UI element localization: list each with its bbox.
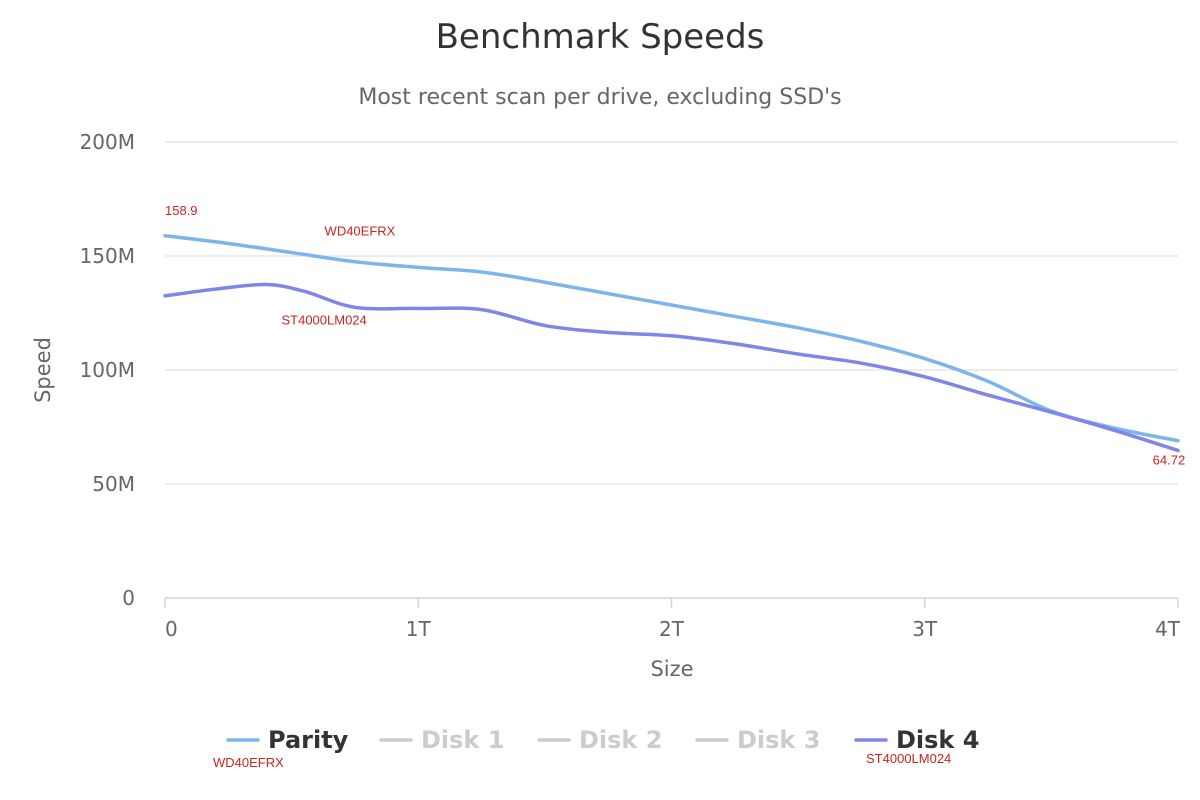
legend-label: Parity — [268, 726, 349, 754]
series-line-parity[interactable] — [163, 233, 1180, 443]
annotation-label: 158.9 — [165, 203, 198, 218]
legend-label: Disk 2 — [579, 726, 662, 754]
y-tick-label: 50M — [92, 472, 135, 496]
legend-label: Disk 4 — [896, 726, 979, 754]
y-axis-title: Speed — [31, 337, 55, 403]
legend-item-disk-2[interactable]: Disk 2 — [537, 726, 662, 754]
chart-subtitle: Most recent scan per drive, excluding SS… — [358, 85, 841, 110]
annotation-label: WD40EFRX — [325, 223, 396, 238]
legend-annotation-parity: WD40EFRX — [213, 755, 284, 770]
annotation-label: 64.72 — [1153, 453, 1186, 468]
y-tick-label: 200M — [80, 130, 135, 154]
legend-item-disk-3[interactable]: Disk 3 — [695, 726, 820, 754]
x-axis-title: Size — [650, 657, 693, 681]
legend-item-parity[interactable]: Parity — [226, 726, 349, 754]
legend-label: Disk 3 — [737, 726, 820, 754]
legend-item-disk-1[interactable]: Disk 1 — [379, 726, 504, 754]
x-tick-label: 0 — [165, 617, 178, 641]
legend: Parity Disk 1 Disk 2 Disk 3 Disk 4 WD40EFRX ST… — [213, 726, 979, 770]
x-tick-label: 2T — [659, 617, 685, 641]
y-axis: 0 50M 100M 150M 200M — [80, 130, 135, 610]
x-axis: 0 1T 2T 3T 4T — [164, 597, 1181, 641]
chart-title: Benchmark Speeds — [436, 17, 765, 57]
x-tick-label: 3T — [912, 617, 938, 641]
series-line-disk-4[interactable] — [163, 282, 1180, 453]
annotation-label: ST4000LM024 — [281, 312, 366, 327]
y-tick-label: 0 — [122, 586, 135, 610]
x-tick-label: 4T — [1155, 617, 1181, 641]
annotations: 158.9 WD40EFRX ST4000LM024 64.72 — [165, 203, 1185, 468]
grid-lines — [165, 141, 1178, 485]
x-tick-label: 1T — [406, 617, 432, 641]
legend-item-disk-4[interactable]: Disk 4 — [854, 726, 979, 754]
y-tick-label: 100M — [80, 358, 135, 382]
legend-label: Disk 1 — [421, 726, 504, 754]
y-tick-label: 150M — [80, 244, 135, 268]
series-group — [163, 233, 1180, 453]
legend-annotation-disk-4: ST4000LM024 — [866, 751, 951, 766]
